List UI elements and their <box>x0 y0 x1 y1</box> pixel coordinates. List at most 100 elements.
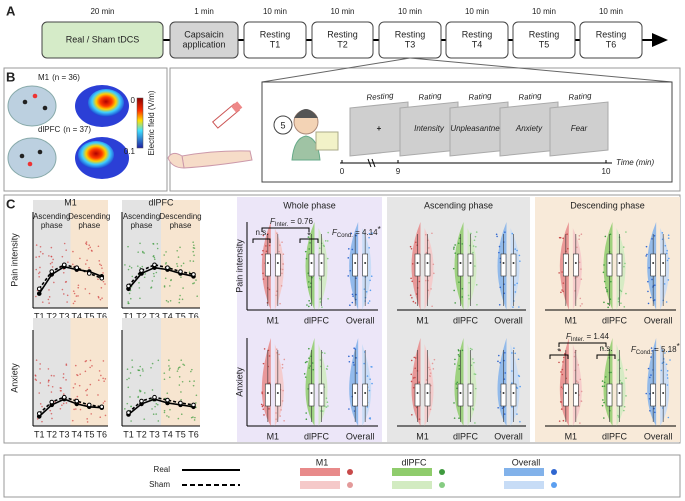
raw-dot <box>88 266 90 269</box>
violin-dot <box>519 260 521 262</box>
raw-dot <box>157 420 160 422</box>
violin-dot <box>261 405 264 408</box>
raw-dot <box>48 296 51 298</box>
f-value: = 1.44 <box>584 332 609 341</box>
screen-title: Rating <box>568 91 592 102</box>
violin-x-label: Overall <box>494 315 523 325</box>
violin-dot <box>458 281 460 283</box>
violin-dot <box>516 249 518 252</box>
raw-dot <box>98 370 101 372</box>
violin-dot <box>308 347 310 350</box>
raw-dot <box>74 364 77 367</box>
raw-dot <box>65 249 67 251</box>
raw-dot <box>127 268 130 271</box>
raw-dot <box>163 285 166 287</box>
violin-dot <box>514 291 517 293</box>
f-value: = 4.14 <box>353 228 378 237</box>
violin-dot <box>562 282 565 284</box>
violin-dot <box>268 244 271 247</box>
raw-dot <box>50 255 53 258</box>
raw-dot <box>190 370 192 373</box>
violin-dot <box>307 281 310 283</box>
x-tick-label: T6 <box>188 311 199 321</box>
raw-dot <box>176 249 178 252</box>
violin-dot <box>649 376 651 379</box>
violin-dot <box>623 306 626 308</box>
raw-dot <box>51 417 53 420</box>
raw-dot <box>138 287 141 289</box>
violin-dot <box>425 233 427 236</box>
f-value: = 5.18 <box>652 345 677 354</box>
raw-dot <box>127 386 130 389</box>
raw-dot <box>65 402 68 404</box>
violin-dot <box>474 235 477 238</box>
x-tick-label: T4 <box>71 311 82 321</box>
violin-dot <box>412 386 415 389</box>
raw-dot <box>63 242 66 245</box>
violin-dot <box>666 374 669 376</box>
violin-dot <box>667 416 670 419</box>
electrode <box>42 105 48 111</box>
violin-dot <box>667 234 670 237</box>
sig-star: * <box>307 230 311 240</box>
violin-dot <box>475 245 477 248</box>
box <box>467 383 474 407</box>
violin-dot <box>321 410 324 412</box>
box-mean <box>608 392 611 394</box>
mean-point <box>36 411 42 416</box>
violin-dot <box>425 379 428 381</box>
violin-dot <box>471 348 473 351</box>
electrode <box>27 161 33 167</box>
raw-dot <box>179 294 181 297</box>
raw-dot <box>84 370 87 373</box>
raw-dot <box>153 275 155 278</box>
violin-dot <box>474 422 476 424</box>
violin-dot <box>562 419 565 422</box>
raw-dot <box>188 380 191 383</box>
violin-dot <box>623 409 625 412</box>
y-axis-label: Pain intensity <box>9 233 19 287</box>
x-tick-label: T5 <box>84 311 95 321</box>
violin-dot <box>558 361 560 364</box>
raw-dot <box>141 265 144 268</box>
violin-dot <box>456 387 458 390</box>
raw-dot <box>52 258 54 261</box>
violin-dot <box>458 355 461 357</box>
mean-point <box>74 398 80 404</box>
violin-dot <box>260 403 263 406</box>
box-mean <box>364 262 367 264</box>
violin-dot <box>653 299 656 301</box>
violin-dot <box>560 401 562 403</box>
raw-dot <box>176 265 179 267</box>
violin-dot <box>307 286 310 288</box>
timeline-box <box>169 21 239 59</box>
raw-dot <box>102 280 105 283</box>
box-mean <box>652 392 655 394</box>
raw-dot <box>153 258 156 261</box>
raw-dot <box>180 276 182 278</box>
raw-dot <box>152 272 155 275</box>
violin-dot <box>665 301 668 303</box>
box-mean <box>469 392 472 394</box>
raw-dot <box>74 383 76 385</box>
raw-dot <box>97 245 100 248</box>
violin-dot <box>576 276 578 278</box>
box-mean <box>320 262 323 264</box>
violin-y-label: Pain intensity <box>234 239 244 293</box>
raw-dot <box>50 412 53 415</box>
violin-dot <box>516 282 518 285</box>
violin-dot <box>578 394 581 396</box>
raw-dot <box>41 301 44 303</box>
violin-dot <box>415 293 418 295</box>
violin-dot <box>355 277 357 279</box>
violin-dot <box>653 235 656 237</box>
raw-dot <box>157 359 160 362</box>
mean-point <box>74 265 80 270</box>
violin-dot <box>666 259 669 262</box>
violin-dot <box>268 382 271 384</box>
violin-dot <box>560 408 563 410</box>
raw-dot <box>139 374 142 377</box>
eeg-cap <box>294 109 318 118</box>
violin-dot <box>411 280 414 283</box>
raw-dot <box>39 403 42 405</box>
